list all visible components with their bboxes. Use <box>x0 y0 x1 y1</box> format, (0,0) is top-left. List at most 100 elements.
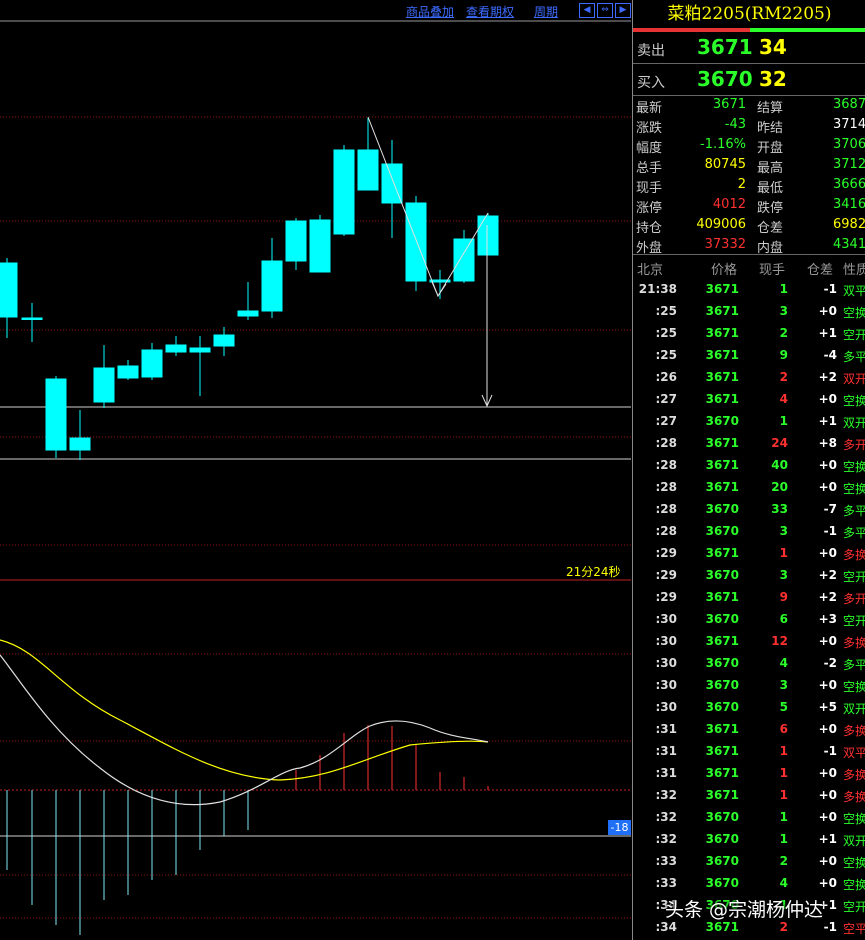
nav-zoom-icon[interactable]: ⇔ <box>597 3 613 18</box>
tick-row: :29 3671 1 +0 多换 <box>633 542 865 564</box>
chart-nav-buttons: ◀ ⇔ ▶ <box>579 3 631 18</box>
tick-oi-change: +3 <box>818 612 837 626</box>
tick-oi-change: -2 <box>823 656 837 670</box>
tick-type: 空开 <box>843 570 865 584</box>
tick-oi-change: +0 <box>818 458 837 472</box>
stat-label: 最高 <box>757 161 784 176</box>
candle-body <box>93 367 115 403</box>
tick-row: :25 3671 9 -4 多平 <box>633 344 865 366</box>
tick-price: 3670 <box>705 524 739 538</box>
stat-label: 总手 <box>636 161 663 176</box>
tick-volume: 12 <box>771 634 788 648</box>
overlay-link[interactable]: 商品叠加 <box>406 5 455 19</box>
tick-row: :25 3671 3 +0 空换 <box>633 300 865 322</box>
tick-row: :30 3670 4 -2 多平 <box>633 652 865 674</box>
tick-type: 空换 <box>843 680 865 694</box>
tick-price: 3670 <box>705 700 739 714</box>
tick-time: :32 <box>655 832 678 846</box>
tick-time: :29 <box>655 590 678 604</box>
tick-type: 多平 <box>843 504 865 518</box>
tick-row: :28 3671 24 +8 多开 <box>633 432 865 454</box>
chart-grid <box>0 20 631 919</box>
options-link[interactable]: 查看期权 <box>466 5 515 19</box>
kline-chart-area[interactable]: 商品叠加 查看期权 周期 ◀ ⇔ ▶ 21分24秒 -18 <box>0 0 631 940</box>
nav-right-icon[interactable]: ▶ <box>615 3 631 18</box>
tick-type: 双开 <box>843 834 865 848</box>
tick-header-time: 北京 <box>637 263 664 278</box>
tick-time: :28 <box>655 502 678 516</box>
candle-body <box>141 349 163 378</box>
tick-row: :28 3670 3 -1 多平 <box>633 520 865 542</box>
tick-oi-change: -4 <box>823 348 837 362</box>
tick-volume: 24 <box>771 436 788 450</box>
kline-chart[interactable] <box>0 0 631 940</box>
tick-volume: 20 <box>771 480 788 494</box>
stat-value: 3671 <box>712 97 746 112</box>
tick-price: 3671 <box>705 920 739 934</box>
tick-row: :31 3671 1 +0 多换 <box>633 762 865 784</box>
stat-label: 持仓 <box>636 221 663 236</box>
tick-price: 3670 <box>705 414 739 428</box>
tick-oi-change: +5 <box>818 700 837 714</box>
tick-volume: 1 <box>779 788 788 802</box>
tick-price: 3670 <box>705 832 739 846</box>
tick-time: :31 <box>655 744 678 758</box>
tick-price: 3671 <box>705 634 739 648</box>
tick-time: :27 <box>655 392 678 406</box>
stat-label: 最新 <box>636 101 663 116</box>
stat-label: 仓差 <box>757 221 784 236</box>
tick-time: :31 <box>655 722 678 736</box>
tick-row: :34 3671 2 -1 空平 <box>633 916 865 938</box>
tick-list[interactable]: 北京 价格 现手 仓差 性质 21:38 3671 1 -1 双平:25 3671 3 +0 空… <box>633 256 865 938</box>
tick-volume: 3 <box>779 524 788 538</box>
tick-volume: 5 <box>779 700 788 714</box>
stat-value: -1.16% <box>700 137 746 152</box>
tick-oi-change: +0 <box>818 392 837 406</box>
tick-volume: 3 <box>779 678 788 692</box>
tick-row: :31 3671 1 -1 双平 <box>633 740 865 762</box>
tick-row: :28 3671 40 +0 空换 <box>633 454 865 476</box>
tick-row: :30 3670 5 +5 双开 <box>633 696 865 718</box>
tick-type: 空换 <box>843 460 865 474</box>
stat-label: 涨跌 <box>636 121 663 136</box>
stat-row: 幅度 -1.16% 开盘 3706 <box>633 136 865 156</box>
tick-oi-change: +0 <box>818 854 837 868</box>
stat-label: 结算 <box>757 101 784 116</box>
period-link[interactable]: 周期 <box>534 5 559 19</box>
tick-price: 3671 <box>705 370 739 384</box>
contract-title[interactable]: 菜粕2205(RM2205) <box>667 4 832 24</box>
tick-time: :26 <box>655 370 678 384</box>
stats-table: 最新 3671 结算 3687 涨跌 -43 昨结 3714 幅度 -1.16% 开盘 3706 总手 8… <box>633 96 865 256</box>
tick-type: 双平 <box>843 284 865 298</box>
tick-type: 多换 <box>843 724 865 738</box>
tick-price: 3671 <box>705 722 739 736</box>
tick-row: :31 3671 6 +0 多换 <box>633 718 865 740</box>
tick-volume: 1 <box>779 282 788 296</box>
tick-type: 空开 <box>843 328 865 342</box>
tick-time: :27 <box>655 414 678 428</box>
tick-row: :29 3670 3 +2 空开 <box>633 564 865 586</box>
sell-quote[interactable]: 卖出 3671 34 <box>633 32 865 64</box>
tick-time: :28 <box>655 480 678 494</box>
tick-price: 3671 <box>705 458 739 472</box>
stat-value: 3687 <box>833 97 865 112</box>
tick-header: 北京 价格 现手 仓差 性质 <box>633 256 865 278</box>
tick-time: :25 <box>655 304 678 318</box>
tick-row: :33 3670 4 +0 空换 <box>633 872 865 894</box>
tick-volume: 3 <box>779 304 788 318</box>
tick-header-type: 性质 <box>843 263 865 278</box>
buy-quote[interactable]: 买入 3670 32 <box>633 64 865 96</box>
stat-row: 外盘 37332 内盘 43410 <box>633 236 865 256</box>
candle-body <box>333 149 355 235</box>
sell-label: 卖出 <box>637 43 665 59</box>
tick-oi-change: -1 <box>823 524 837 538</box>
watermark: 头条 @宗潮杨仲达 <box>665 899 824 921</box>
tick-type: 空开 <box>843 614 865 628</box>
tick-oi-change: +0 <box>818 546 837 560</box>
tick-volume: 3 <box>779 568 788 582</box>
tick-volume: 9 <box>779 348 788 362</box>
tick-time: :34 <box>655 898 678 912</box>
quote-panel: 菜粕2205(RM2205) 卖出 3671 34 买入 3670 32 最新 3… <box>632 0 865 940</box>
trend-arrowhead <box>431 281 447 298</box>
nav-left-icon[interactable]: ◀ <box>579 3 595 18</box>
